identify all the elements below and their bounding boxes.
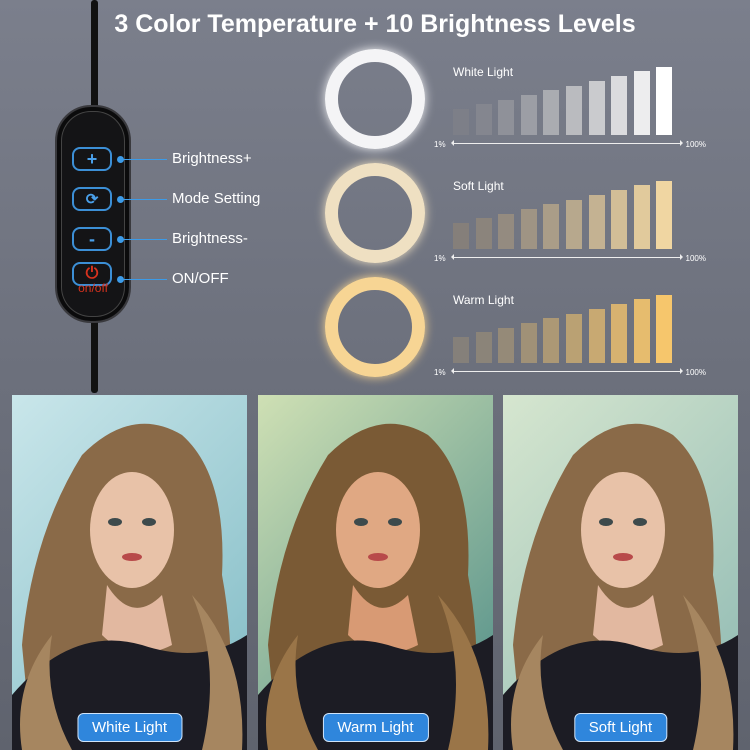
photo-label: White Light	[76, 713, 183, 742]
portrait-image	[503, 423, 738, 750]
brightness-level-bar	[520, 208, 537, 249]
connector-dot	[117, 276, 124, 283]
range-arrow	[451, 254, 683, 260]
mode-name: Warm Light	[453, 293, 514, 307]
connector-line	[122, 239, 167, 240]
min-label: 1%	[434, 254, 446, 263]
mode-name: Soft Light	[453, 179, 504, 193]
connector-line	[122, 199, 167, 200]
mode-button[interactable]: ⟳	[72, 187, 112, 211]
cable-bottom	[91, 318, 98, 393]
photo-label: Warm Light	[322, 713, 429, 742]
brightness-level-bar	[633, 299, 650, 363]
min-label: 1%	[434, 368, 446, 377]
brightness-level-bar	[475, 104, 492, 135]
ring-light-1	[325, 163, 425, 263]
connector-dot	[117, 196, 124, 203]
range-arrow	[451, 140, 683, 146]
brightness-level-bar	[475, 218, 492, 249]
sample-photo: White Light	[12, 395, 247, 750]
sample-photo: Soft Light	[503, 395, 738, 750]
brightness-level-bar	[543, 318, 560, 363]
brightness-level-bar	[656, 180, 673, 249]
max-label: 100%	[685, 368, 706, 377]
brightness-chart: Warm Light 1% 100%	[430, 285, 720, 385]
brightness-level-bar	[475, 332, 492, 363]
max-label: 100%	[685, 140, 706, 149]
brightness-level-bar	[656, 66, 673, 135]
button-label: Brightness+	[172, 150, 252, 167]
brightness-level-bar	[566, 85, 582, 135]
ring-light-2	[325, 277, 425, 377]
brightness-level-bar	[498, 327, 515, 363]
plus-icon: +	[86, 149, 98, 169]
brightness-level-bar	[633, 185, 650, 249]
min-label: 1%	[434, 140, 446, 149]
power-button[interactable]: ⏻	[72, 262, 112, 286]
brightness-level-bar	[633, 71, 650, 135]
brightness-level-bar	[520, 94, 537, 135]
brightness-level-bar	[588, 80, 605, 135]
photo-label: Soft Light	[573, 713, 668, 742]
brightness-level-bar	[520, 322, 537, 363]
brightness-up-button[interactable]: +	[72, 147, 112, 171]
brightness-level-bar	[611, 76, 628, 135]
connector-line	[122, 279, 167, 280]
connector-dot	[117, 236, 124, 243]
minus-icon: -	[89, 229, 95, 249]
brightness-level-bar	[543, 90, 560, 135]
connector-line	[122, 159, 167, 160]
brightness-level-bar	[588, 308, 605, 363]
power-icon: ⏻	[85, 265, 99, 282]
page-title: 3 Color Temperature + 10 Brightness Leve…	[114, 10, 636, 38]
button-label: Brightness-	[172, 230, 248, 247]
power-caption: on/off	[78, 281, 108, 295]
button-label: ON/OFF	[172, 270, 229, 287]
brightness-down-button[interactable]: -	[72, 227, 112, 251]
brightness-level-bar	[453, 223, 469, 249]
brightness-level-bar	[498, 99, 515, 135]
brightness-level-bar	[611, 190, 628, 249]
brightness-chart: Soft Light 1% 100%	[430, 171, 720, 271]
brightness-level-bar	[656, 294, 673, 363]
range-arrow	[451, 368, 683, 374]
brightness-chart: White Light 1% 100%	[430, 57, 720, 157]
button-label: Mode Setting	[172, 190, 261, 207]
remote-control: + ⟳ - ⏻ on/off	[55, 105, 131, 323]
brightness-level-bar	[566, 199, 582, 249]
brightness-level-bar	[453, 337, 469, 363]
brightness-level-bar	[588, 194, 605, 249]
portrait-image	[258, 423, 493, 750]
brightness-level-bar	[498, 213, 515, 249]
cycle-icon: ⟳	[85, 190, 99, 208]
mode-name: White Light	[453, 65, 514, 79]
ring-light-0	[325, 49, 425, 149]
brightness-level-bar	[453, 109, 469, 135]
brightness-level-bar	[543, 204, 560, 249]
connector-dot	[117, 156, 124, 163]
cable-top	[91, 0, 98, 110]
brightness-level-bar	[566, 313, 582, 363]
brightness-level-bar	[611, 304, 628, 363]
max-label: 100%	[685, 254, 706, 263]
sample-photo: Warm Light	[258, 395, 493, 750]
portrait-image	[12, 423, 247, 750]
